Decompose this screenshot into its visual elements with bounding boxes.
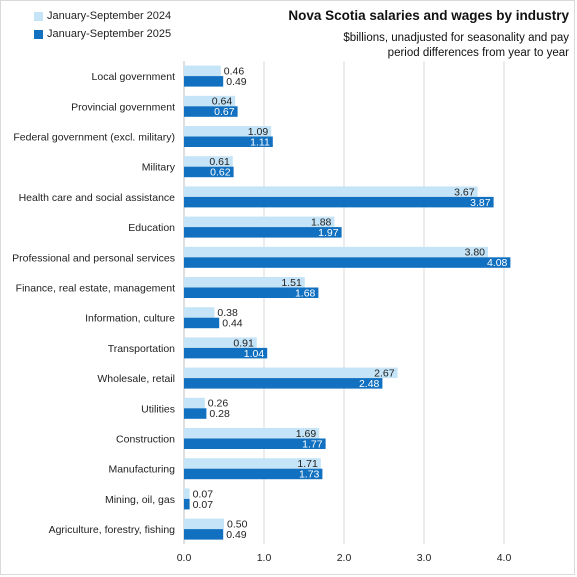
- data-label: 0.49: [226, 76, 247, 88]
- data-label: 0.67: [214, 106, 235, 118]
- bar-2024: [184, 126, 272, 137]
- data-label: 3.80: [465, 247, 486, 259]
- bar-2025: [184, 106, 238, 117]
- data-label: 0.50: [227, 519, 248, 531]
- category-label: Health care and social assistance: [19, 192, 176, 204]
- bar-2024: [184, 186, 478, 197]
- category-label: Mining, oil, gas: [105, 494, 175, 506]
- data-label: 0.44: [222, 318, 243, 330]
- bar-2025: [184, 378, 383, 389]
- bar-2024: [184, 65, 221, 77]
- category-label: Wholesale, retail: [97, 373, 175, 385]
- bar-2024: [184, 397, 205, 409]
- data-label: 1.71: [297, 458, 318, 470]
- bar-2024: [184, 367, 398, 379]
- category-label: Federal government (excl. military): [13, 132, 175, 144]
- bar-2025: [184, 529, 224, 540]
- data-label: 3.67: [454, 186, 475, 198]
- category-label: Professional and personal services: [12, 252, 175, 264]
- data-label: 1.11: [250, 136, 270, 148]
- data-label: 4.08: [487, 257, 508, 269]
- data-label: 1.97: [318, 227, 339, 239]
- data-label: 1.68: [295, 287, 316, 299]
- bar-2024: [184, 246, 488, 258]
- chart-subtitle: $billions, unadjusted for seasonality an…: [343, 32, 569, 59]
- bar-2024: [184, 216, 335, 228]
- x-tick-label: 1.0: [257, 552, 272, 564]
- data-label: 0.38: [217, 307, 238, 319]
- category-label: Agriculture, forestry, fishing: [49, 524, 176, 536]
- data-label: 1.88: [311, 217, 332, 229]
- data-label: 0.07: [193, 499, 214, 511]
- category-label: Local government: [92, 71, 176, 83]
- bar-2025: [184, 257, 511, 268]
- x-tick-label: 4.0: [497, 552, 512, 564]
- bar-2025: [184, 166, 234, 178]
- chart-title: Nova Scotia salaries and wages by indust…: [288, 8, 569, 23]
- bar-2024: [184, 428, 320, 439]
- bar-2025: [184, 136, 273, 147]
- legend-label-2025: January-September 2025: [47, 28, 172, 40]
- data-label: 3.87: [470, 197, 491, 209]
- data-label: 1.09: [248, 126, 269, 138]
- category-label: Provincial government: [71, 101, 175, 113]
- bar-2024: [184, 518, 224, 530]
- data-label: 1.73: [299, 469, 320, 481]
- bar-2024: [184, 337, 257, 348]
- data-label: 1.77: [302, 438, 323, 450]
- category-label: Manufacturing: [108, 464, 175, 476]
- data-label: 0.62: [210, 167, 231, 179]
- bar-2025: [184, 227, 342, 238]
- bar-2024: [184, 95, 236, 107]
- data-label: 0.28: [209, 408, 230, 420]
- legend-swatch-2025: [34, 29, 43, 39]
- data-label: 1.04: [244, 348, 265, 360]
- bar-2025: [184, 468, 323, 480]
- data-label: 0.49: [226, 529, 247, 541]
- bar-2024: [184, 307, 215, 318]
- category-label: Education: [128, 222, 175, 234]
- bar-2025: [184, 408, 207, 419]
- data-label: 0.61: [209, 156, 230, 168]
- data-label: 0.46: [224, 66, 245, 78]
- data-label: 0.91: [233, 337, 254, 349]
- legend-swatch-2024: [34, 11, 43, 21]
- bar-2024: [184, 458, 321, 469]
- bar-2025: [184, 347, 268, 359]
- bar-2025: [184, 287, 319, 298]
- legend: January-September 2024 January-September…: [34, 7, 171, 43]
- category-label: Utilities: [141, 403, 175, 415]
- data-label: 0.64: [212, 96, 233, 108]
- category-label: Transportation: [108, 343, 175, 355]
- bar-2024: [184, 156, 233, 167]
- bar-2024: [184, 488, 190, 499]
- bar-2024: [184, 277, 305, 288]
- category-label: Construction: [116, 434, 175, 446]
- data-label: 2.67: [374, 368, 395, 380]
- x-tick-label: 0.0: [177, 552, 192, 564]
- category-label: Information, culture: [85, 313, 175, 325]
- data-label: 1.51: [281, 277, 302, 289]
- category-label: Military: [142, 162, 176, 174]
- data-label: 1.69: [296, 428, 317, 440]
- bar-2025: [184, 438, 326, 449]
- x-tick-label: 3.0: [417, 552, 432, 564]
- data-label: 2.48: [359, 378, 380, 390]
- legend-label-2024: January-September 2024: [47, 10, 172, 22]
- legend-item-2024: January-September 2024: [34, 7, 171, 25]
- data-label: 0.26: [208, 398, 229, 410]
- bar-2025: [184, 317, 220, 329]
- category-label: Finance, real estate, management: [16, 283, 175, 295]
- bar-2025: [184, 498, 190, 510]
- bar-2025: [184, 196, 494, 208]
- bar-2025: [184, 76, 224, 87]
- legend-item-2025: January-September 2025: [34, 25, 171, 43]
- data-label: 0.07: [193, 488, 214, 500]
- x-tick-label: 2.0: [337, 552, 352, 564]
